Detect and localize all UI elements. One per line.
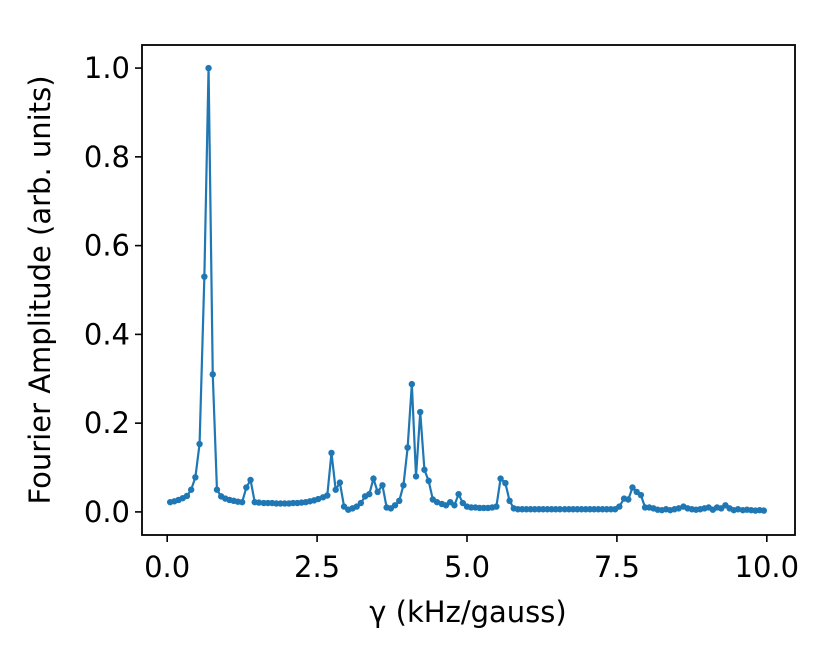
data-line [169,68,764,512]
data-point [370,475,377,482]
data-point [379,482,386,489]
data-point [243,484,250,491]
data-point [625,496,632,503]
data-point [433,498,441,506]
data-point [629,484,636,491]
data-point [412,473,420,480]
y-tick-label: 0.4 [84,317,130,351]
data-point [408,380,416,388]
data-point [404,444,411,451]
data-point [502,479,509,487]
x-tick-label: 0.0 [144,550,190,584]
data-point [332,486,339,493]
data-point [425,477,432,485]
data-point [213,486,221,493]
data-point [238,498,246,506]
y-tick-label: 0.2 [84,406,130,440]
data-point [497,475,504,482]
data-point [734,506,742,513]
data-point [366,490,373,498]
data-point [760,507,768,514]
data-point [391,502,399,509]
data-point [637,491,645,499]
y-axis-label: Fourier Amplitude (arb. units) [23,75,57,504]
data-point [616,503,623,510]
data-point [196,440,203,448]
data-point [192,474,199,481]
data-point [315,495,322,503]
y-tick-label: 1.0 [84,51,130,85]
data-point [328,449,335,457]
x-axis-label: γ (kHz/gauss) [369,595,566,629]
data-point [675,505,682,512]
data-point [374,488,381,496]
y-tick-label: 0.6 [84,229,130,263]
x-tick-label: 7.5 [594,550,640,584]
x-tick-label: 2.5 [294,550,340,584]
data-point [556,506,564,513]
data-point [353,503,360,510]
data-point [396,497,403,505]
data-point [417,408,424,416]
x-tick-label: 5.0 [444,550,490,584]
data-point [187,486,195,493]
data-point [421,466,428,473]
data-point [493,503,500,510]
data-point [205,64,212,72]
data-point [324,492,331,499]
x-tick-label: 10.0 [735,550,800,584]
data-point [357,499,365,507]
y-tick-label: 0.8 [84,140,130,174]
data-point [451,502,458,509]
plot-frame [141,44,796,536]
data-point [400,482,407,489]
y-tick-label: 0.0 [84,495,130,529]
data-point [255,499,263,506]
data-point [183,492,191,500]
data-point [247,476,254,484]
data-point [336,479,344,486]
data-point [201,273,208,280]
data-point [506,497,513,505]
data-point [455,490,462,498]
data-point [459,499,467,507]
data-point [209,371,216,378]
